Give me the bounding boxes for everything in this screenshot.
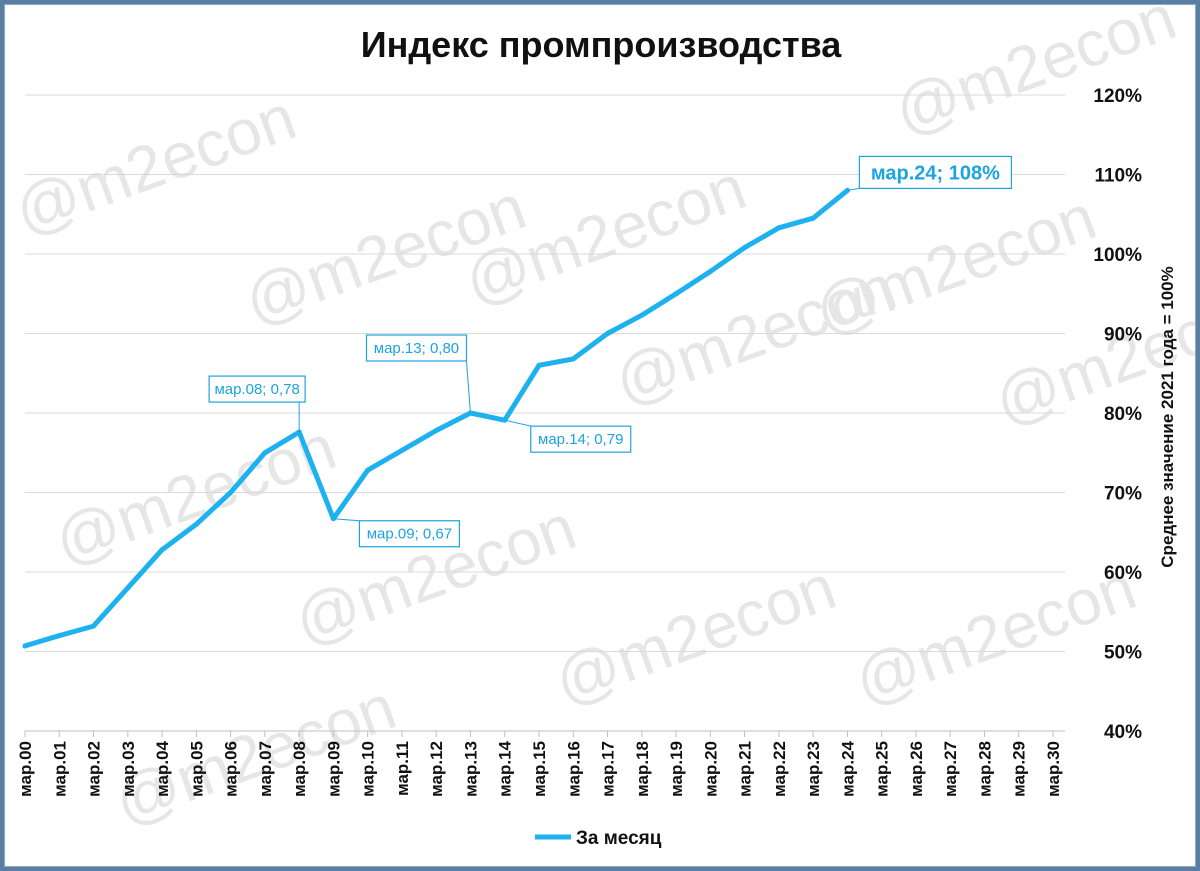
annotation-box <box>858 155 1013 189</box>
x-tick-label: мар.07 <box>256 741 275 797</box>
x-tick-label: мар.23 <box>804 741 823 797</box>
x-tick-label: мар.12 <box>427 741 446 797</box>
data-point <box>159 547 165 553</box>
data-point <box>673 291 679 297</box>
x-tick-label: мар.17 <box>599 741 618 797</box>
x-tick-label: мар.25 <box>873 741 892 797</box>
x-tick-label: мар.11 <box>393 741 412 796</box>
annotation-leader <box>465 360 471 414</box>
data-point <box>22 643 28 649</box>
x-axis-ticks: мар.00 мар.01 мар.02 мар.03 мар.04 мар.05 мар.… <box>16 740 1063 796</box>
y-tick-label: 90% <box>1104 325 1142 346</box>
annotation-callout: мар.24; 108% <box>847 155 1013 191</box>
chart-frame: @m2econ @m2econ @m2econ @m2econ @m2econ @m2ec… <box>4 4 1196 867</box>
watermark-text: @m2econ <box>885 5 1185 148</box>
data-point <box>707 268 713 274</box>
annotation-label: мар.09; 0,67 <box>367 526 452 543</box>
data-point <box>125 585 131 591</box>
x-tick-label: мар.16 <box>564 741 583 797</box>
data-point <box>262 450 268 456</box>
annotation-leader <box>504 419 531 427</box>
y-tick-label: 120% <box>1093 86 1142 107</box>
x-tick-label: мар.05 <box>187 741 206 797</box>
x-tick-label: мар.03 <box>119 741 138 797</box>
x-tick-label: мар.01 <box>50 741 69 797</box>
annotation-callout: мар.13; 0,80 <box>365 334 471 414</box>
data-point <box>776 225 782 231</box>
x-tick-label: мар.22 <box>770 741 789 797</box>
x-tick-label: мар.21 <box>736 741 755 797</box>
x-tick-label: мар.10 <box>359 741 378 797</box>
annotation-label: мар.14; 0,79 <box>538 431 623 448</box>
y-tick-label: 70% <box>1104 484 1142 505</box>
y-tick-label: 80% <box>1104 404 1142 425</box>
data-point <box>433 427 439 433</box>
annotation-label: мар.24; 108% <box>871 162 1000 184</box>
grid <box>25 94 1065 652</box>
data-point <box>365 467 371 473</box>
annotations: мар.08; 0,78 мар.09; 0,67 мар.13; 0,80 мар.… <box>208 155 1013 548</box>
y-axis-label: Среднее значение 2021 года = 100% <box>1158 266 1177 567</box>
y-tick-label: 60% <box>1104 563 1142 584</box>
data-point <box>536 362 542 368</box>
x-tick-label: мар.00 <box>16 741 35 797</box>
data-point <box>56 633 62 639</box>
x-tick-label: мар.15 <box>530 741 549 797</box>
x-tick-label: мар.20 <box>701 741 720 797</box>
legend-label: За месяц <box>576 828 662 849</box>
data-point <box>193 521 199 527</box>
x-axis <box>24 730 1065 737</box>
data-point <box>810 215 816 221</box>
x-tick-label: мар.29 <box>1010 741 1029 797</box>
data-point <box>399 447 405 453</box>
annotation-box <box>530 425 632 453</box>
watermark-text: @m2econ <box>605 250 905 418</box>
x-tick-label: мар.26 <box>907 741 926 797</box>
data-point <box>570 356 576 362</box>
legend: За месяц <box>535 828 662 849</box>
data-point <box>742 245 748 251</box>
annotation-label: мар.13; 0,80 <box>374 340 459 357</box>
x-tick-label: мар.02 <box>85 741 104 797</box>
x-tick-label: мар.24 <box>838 740 857 796</box>
x-tick-label: мар.08 <box>290 741 309 797</box>
x-tick-label: мар.27 <box>941 741 960 797</box>
watermark-text: @m2econ <box>5 80 305 248</box>
y-tick-label: 40% <box>1104 722 1142 743</box>
y-axis-ticks: 40% 50% 60% 70% 80% 90% 100% 110% 120% <box>1093 86 1142 743</box>
x-tick-label: мар.30 <box>1044 741 1063 797</box>
x-tick-label: мар.09 <box>324 741 343 797</box>
y-tick-label: 50% <box>1104 643 1142 664</box>
annotation-callout: мар.14; 0,79 <box>504 419 632 453</box>
annotation-box <box>365 334 468 362</box>
x-tick-label: мар.18 <box>633 741 652 797</box>
annotation-callout: мар.09; 0,67 <box>333 518 460 548</box>
chart: @m2econ@m2econ@m2econ @m2econ@m2econ@m2ec… <box>5 5 1195 849</box>
y-tick-label: 100% <box>1093 245 1142 266</box>
x-tick-label: мар.04 <box>153 740 172 796</box>
data-point <box>91 623 97 629</box>
annotation-box <box>208 375 306 403</box>
annotation-leader <box>333 518 360 522</box>
x-tick-label: мар.28 <box>975 741 994 797</box>
watermarks: @m2econ@m2econ@m2econ @m2econ@m2econ@m2ec… <box>5 5 1195 838</box>
watermark-text: @m2econ <box>845 550 1145 718</box>
series-group <box>22 187 850 649</box>
annotation-label: мар.08; 0,78 <box>214 381 299 398</box>
x-tick-label: мар.14 <box>496 740 515 796</box>
x-tick-label: мар.06 <box>222 741 241 797</box>
x-tick-label: мар.13 <box>461 741 480 797</box>
chart-title: Индекс промпроизводства <box>361 24 843 65</box>
data-point <box>228 490 234 495</box>
annotation-box <box>358 520 460 548</box>
watermark-text: @m2econ <box>545 550 845 718</box>
y-tick-label: 110% <box>1094 166 1142 187</box>
data-point <box>639 312 645 318</box>
data-point <box>605 331 611 336</box>
annotation-callout: мар.08; 0,78 <box>208 375 306 433</box>
annotation-leader <box>847 187 860 191</box>
x-tick-label: мар.19 <box>667 741 686 797</box>
